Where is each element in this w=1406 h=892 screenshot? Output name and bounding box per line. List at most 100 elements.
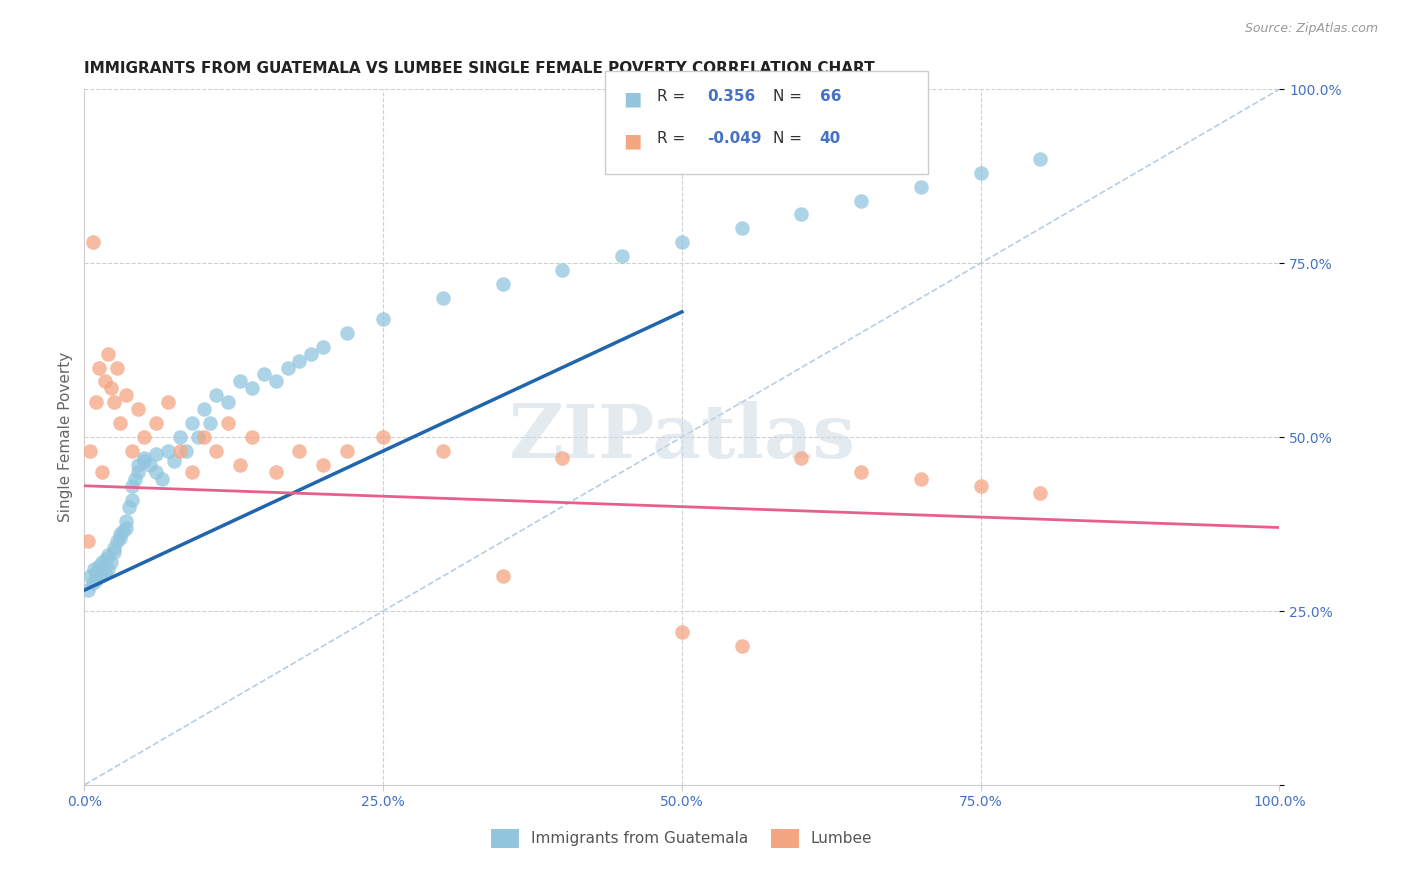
Point — [145, 447, 167, 462]
Point — [492, 277, 515, 291]
Point — [127, 458, 149, 472]
Point — [288, 444, 311, 458]
Point — [205, 444, 228, 458]
Text: R =: R = — [657, 89, 690, 104]
Point — [205, 388, 228, 402]
Point — [82, 235, 104, 250]
Point — [253, 368, 276, 382]
Point — [89, 569, 111, 583]
Point — [111, 524, 134, 538]
Point — [1029, 485, 1052, 500]
Point — [87, 558, 110, 573]
Point — [97, 346, 120, 360]
Point — [91, 562, 114, 576]
Point — [181, 465, 204, 479]
Point — [139, 458, 162, 472]
Point — [671, 235, 693, 250]
Point — [115, 520, 138, 534]
Point — [174, 444, 197, 458]
Point — [93, 375, 115, 389]
Point — [150, 472, 173, 486]
Point — [264, 375, 287, 389]
Point — [432, 291, 454, 305]
Point — [198, 416, 221, 430]
Point — [100, 555, 122, 569]
Point — [157, 395, 180, 409]
Point — [83, 562, 105, 576]
Point — [93, 566, 115, 580]
Point — [187, 430, 209, 444]
Point — [121, 444, 143, 458]
Point — [77, 583, 100, 598]
Point — [87, 360, 110, 375]
Point — [240, 381, 263, 395]
Point — [103, 395, 125, 409]
Point — [132, 454, 156, 468]
Point — [731, 639, 754, 653]
Text: R =: R = — [657, 131, 690, 146]
Text: ZIPatlas: ZIPatlas — [509, 401, 855, 474]
Point — [97, 549, 120, 563]
Point — [115, 388, 138, 402]
Y-axis label: Single Female Poverty: Single Female Poverty — [58, 352, 73, 522]
Point — [127, 402, 149, 417]
Point — [229, 375, 252, 389]
Point — [115, 514, 138, 528]
Point — [157, 444, 180, 458]
Point — [110, 531, 132, 545]
Text: ■: ■ — [623, 131, 641, 150]
Point — [79, 569, 101, 583]
Point — [217, 395, 239, 409]
Text: IMMIGRANTS FROM GUATEMALA VS LUMBEE SINGLE FEMALE POVERTY CORRELATION CHART: IMMIGRANTS FROM GUATEMALA VS LUMBEE SING… — [84, 61, 875, 76]
Point — [790, 450, 813, 465]
Point — [110, 416, 132, 430]
Point — [105, 534, 128, 549]
Point — [97, 562, 120, 576]
Point — [551, 450, 574, 465]
Point — [336, 444, 359, 458]
Point — [121, 492, 143, 507]
Point — [612, 249, 634, 263]
Point — [790, 207, 813, 221]
Text: N =: N = — [773, 131, 807, 146]
Text: Source: ZipAtlas.com: Source: ZipAtlas.com — [1244, 22, 1378, 36]
Point — [312, 458, 335, 472]
Point — [551, 263, 574, 277]
Point — [86, 573, 108, 587]
Point — [312, 340, 335, 354]
Point — [91, 465, 114, 479]
Point — [127, 465, 149, 479]
Text: ■: ■ — [623, 89, 641, 108]
Point — [336, 326, 359, 340]
Point — [851, 194, 873, 208]
Point — [181, 416, 204, 430]
Point — [86, 566, 108, 580]
Point — [132, 450, 156, 465]
Point — [1029, 152, 1052, 166]
Text: -0.049: -0.049 — [707, 131, 762, 146]
Point — [86, 395, 108, 409]
Point — [110, 527, 132, 541]
Point — [77, 534, 100, 549]
Point — [145, 416, 167, 430]
Point — [432, 444, 454, 458]
Point — [145, 465, 167, 479]
Text: 0.356: 0.356 — [707, 89, 755, 104]
Point — [970, 166, 993, 180]
Point — [117, 500, 139, 514]
Point — [229, 458, 252, 472]
Point — [193, 402, 215, 417]
Point — [100, 381, 122, 395]
Point — [731, 221, 754, 235]
Point — [240, 430, 263, 444]
Point — [193, 430, 215, 444]
Point — [103, 541, 125, 556]
Point — [910, 179, 932, 194]
Text: 66: 66 — [820, 89, 841, 104]
Point — [82, 576, 104, 591]
Point — [124, 472, 146, 486]
Point — [132, 430, 156, 444]
Point — [217, 416, 239, 430]
Point — [970, 479, 993, 493]
Text: N =: N = — [773, 89, 807, 104]
